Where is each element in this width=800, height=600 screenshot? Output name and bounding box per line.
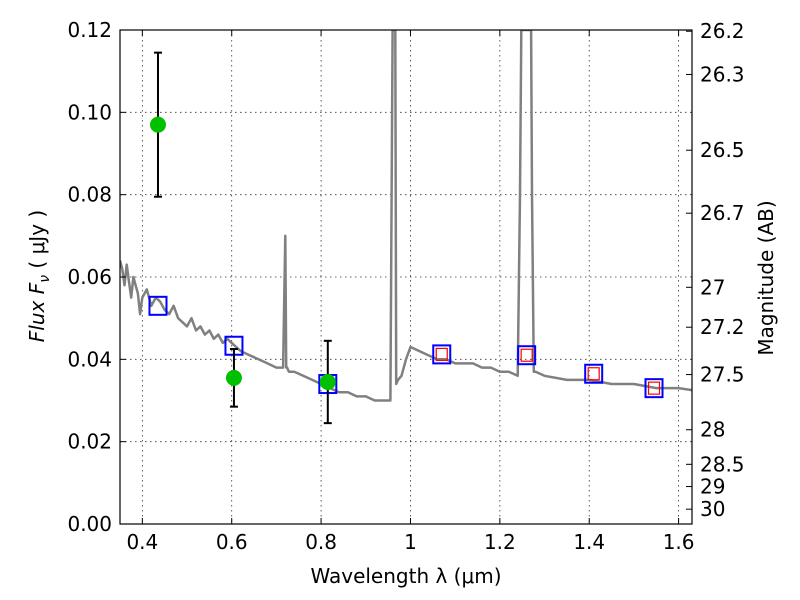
y-tick-label: 0.02 — [67, 430, 112, 454]
y-tick-label: 0.10 — [67, 100, 112, 124]
y-tick-label: 0.12 — [67, 18, 112, 42]
x-tick-label: 1.6 — [663, 530, 695, 554]
model-band-square — [148, 295, 168, 316]
y2-tick-label: 28 — [700, 418, 725, 442]
x-axis-title: Wavelength λ (μm) — [310, 564, 501, 588]
observed-point — [225, 369, 242, 386]
y2-tick-label: 27.5 — [700, 363, 745, 387]
x-tick-label: 1.2 — [484, 530, 516, 554]
y-tick-label: 0.06 — [67, 265, 112, 289]
y-axis-title: Flux Fν ( μJy ) — [25, 210, 53, 342]
model-band-square — [584, 363, 604, 384]
model-band-inner-square — [587, 367, 600, 381]
observed-point — [319, 373, 336, 390]
y2-tick-label: 30 — [700, 497, 725, 521]
plot-series-group — [120, 30, 692, 425]
y2-tick-label: 29 — [700, 475, 725, 499]
y2-tick-label: 26.7 — [700, 201, 745, 225]
y-tick-label: 0.08 — [67, 183, 112, 207]
x-tick-label: 0.8 — [305, 530, 337, 554]
model-band-inner-square — [435, 347, 448, 361]
x-tick-label: 0.4 — [126, 530, 158, 554]
plot-area — [120, 30, 692, 425]
y2-tick-label: 28.5 — [700, 452, 745, 476]
x-tick-label: 0.6 — [216, 530, 248, 554]
model-band-inner-square — [647, 381, 661, 395]
y2-tick-label: 26.2 — [700, 19, 745, 43]
y-tick-label: 0.00 — [67, 512, 112, 536]
model-band-inner-square — [520, 348, 533, 362]
observed-point — [149, 116, 166, 133]
grid-lines — [120, 30, 692, 524]
y2-tick-label: 26.5 — [700, 138, 745, 162]
y2-tick-label: 27.2 — [700, 315, 745, 339]
x-tick-label: 1.4 — [573, 530, 605, 554]
model-sed-line — [120, 30, 692, 402]
axis-ticks: 0.4 0.6 0.8 1 1.2 1.4 1.6 0.00 0.02 0.04 0.06 0.08 0… — [67, 18, 744, 554]
model-band-square — [432, 344, 452, 365]
y2-tick-label: 27 — [700, 275, 725, 299]
y-tick-label: 0.04 — [67, 347, 112, 371]
y2-axis-title: Magnitude (AB) — [754, 200, 778, 355]
x-tick-label: 1 — [404, 530, 417, 554]
model-band-square — [517, 345, 537, 366]
y2-tick-label: 26.3 — [700, 62, 745, 86]
model-band-square — [644, 378, 664, 399]
